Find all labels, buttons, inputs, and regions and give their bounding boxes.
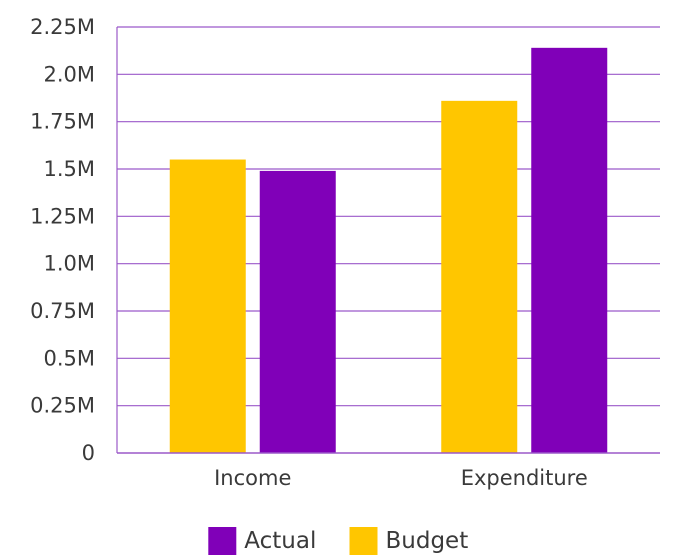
x-category-label: Expenditure [461,466,588,490]
bars [169,47,608,454]
legend: Actual Budget [208,527,468,555]
y-axis: 0 0.25M 0.5M 0.75M 1.0M 1.25M 1.5M 1.75M 2.0M 2.2… [30,15,118,465]
legend-label: Budget [386,528,469,554]
y-tick-label: 0.75M [30,299,95,323]
x-axis: Income Expenditure [117,452,660,490]
bar-budget-expenditure [441,100,518,453]
legend-swatch [349,527,378,555]
legend-swatch [208,527,237,555]
y-tick-label: 1.5M [43,157,95,181]
bar-actual-expenditure [531,47,608,454]
y-tick-label: 2.25M [30,15,95,39]
bar-actual-income [259,170,336,454]
x-category-label: Income [214,466,291,490]
y-tick-label: 1.75M [30,110,95,134]
legend-item-budget: Budget [349,527,469,555]
legend-label: Actual [244,528,316,554]
legend-item-actual: Actual [208,527,316,555]
y-tick-label: 1.0M [43,252,95,276]
y-tick-label: 0.25M [30,394,95,418]
y-tick-label: 2.0M [43,62,95,86]
y-tick-label: 0 [82,441,95,465]
bar-budget-income [169,159,246,454]
y-tick-label: 0.5M [43,346,95,370]
y-tick-label: 1.25M [30,204,95,228]
